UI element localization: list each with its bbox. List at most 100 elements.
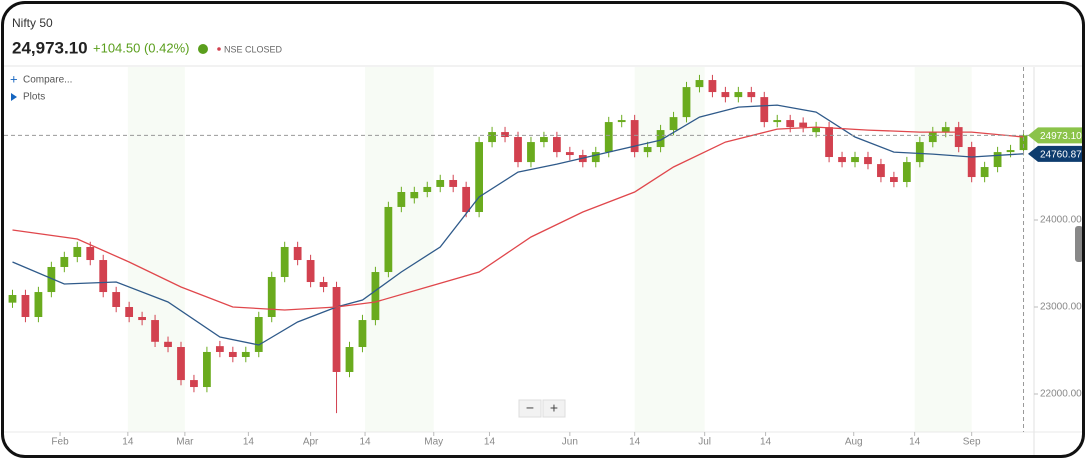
price-tag: [1028, 145, 1082, 162]
x-tick-label: Apr: [303, 437, 319, 448]
x-tick-label: Mar: [176, 437, 194, 448]
y-tick-label: 23000.00: [1040, 302, 1082, 313]
candle-body: [721, 92, 730, 98]
x-tick-label: 14: [243, 437, 255, 448]
candle-body: [371, 272, 380, 321]
moving-average: [12, 104, 1024, 346]
candle-body: [358, 320, 367, 348]
candle-body: [877, 164, 885, 178]
candle-body: [669, 117, 678, 131]
candle-body: [695, 80, 704, 88]
candle-body: [630, 120, 639, 153]
candle-body: [112, 292, 121, 307]
candle-body: [164, 341, 172, 348]
candle-body: [99, 260, 108, 293]
candle-body: [928, 132, 937, 143]
x-tick-label: Aug: [845, 437, 863, 448]
candle-body: [488, 132, 496, 143]
y-tick-label: 24000.00: [1040, 215, 1082, 226]
plots-icon: [11, 93, 17, 101]
candle-body: [501, 132, 509, 138]
candle-body: [565, 152, 574, 156]
plots[interactable]: Plots: [23, 92, 45, 103]
candle-body: [21, 294, 30, 318]
x-tick-label: Feb: [51, 437, 69, 448]
candle-body: [838, 157, 846, 163]
zoom-out-label: −: [526, 400, 534, 416]
candle-body: [864, 157, 872, 165]
candle-body: [34, 292, 43, 318]
candle-body: [941, 127, 950, 133]
status-icon: [198, 44, 208, 54]
candle-body: [967, 147, 976, 178]
candle-body: [125, 306, 134, 318]
candle-body: [734, 92, 743, 98]
candle-body: [86, 246, 95, 261]
candle-body: [851, 157, 859, 163]
candle-body: [190, 380, 198, 388]
candle-body: [332, 286, 341, 372]
candle-body: [980, 167, 989, 178]
x-tick-label: 14: [359, 437, 371, 448]
month-band: [914, 67, 972, 432]
compare-icon: +: [10, 71, 18, 86]
price-tag-label: 24760.87: [1040, 149, 1082, 160]
candle-body: [280, 246, 289, 277]
month-band: [127, 67, 185, 432]
candle-body: [319, 282, 328, 287]
candle-body: [825, 127, 833, 158]
candle-body: [47, 266, 56, 293]
compare[interactable]: Compare...: [23, 75, 72, 86]
x-tick-label: 14: [909, 437, 921, 448]
zoom-out[interactable]: [518, 399, 542, 418]
candle-body: [902, 162, 911, 182]
candle-body: [475, 142, 484, 213]
price: 24,973.10: [12, 38, 88, 57]
candle-body: [552, 137, 561, 153]
candle-body: [708, 80, 717, 93]
candle-body: [384, 206, 393, 273]
candle-body: [514, 137, 522, 163]
x-tick-label: 14: [484, 437, 496, 448]
moving-average: [12, 126, 1024, 311]
candle-body: [812, 127, 821, 133]
candle-body: [60, 256, 69, 267]
x-tick-label: May: [424, 437, 443, 448]
candle-body: [656, 130, 665, 148]
candle-body: [1006, 150, 1015, 153]
x-tick-label: 14: [629, 437, 641, 448]
candle-body: [527, 142, 535, 163]
candle-body: [254, 317, 263, 352]
scroll-handle[interactable]: [1075, 226, 1082, 262]
candle-body: [1019, 135, 1028, 151]
x-tick-label: 14: [122, 437, 134, 448]
market-status: NSE CLOSED: [224, 44, 283, 54]
candle-body: [177, 347, 185, 381]
candle-body: [267, 276, 276, 318]
candle-body: [747, 92, 756, 98]
x-tick-label: 14: [760, 437, 772, 448]
candle-body: [306, 260, 315, 283]
zoom-in-label: +: [550, 400, 558, 416]
candle-body: [682, 87, 691, 118]
month-band: [634, 67, 705, 432]
candle-body: [228, 351, 237, 358]
month-band: [365, 67, 434, 432]
candle-body: [799, 122, 808, 128]
change: +104.50 (0.42%): [93, 40, 189, 55]
candle-body: [760, 97, 769, 123]
candle-body: [8, 294, 17, 303]
y-tick-label: 22000.00: [1040, 389, 1082, 400]
candle-body: [203, 351, 211, 388]
candle-body: [410, 192, 419, 199]
candle-body: [993, 152, 1002, 168]
x-tick-label: Jun: [562, 437, 578, 448]
x-tick-label: Jul: [698, 437, 711, 448]
candle-body: [423, 186, 432, 193]
candle-body: [449, 179, 458, 187]
price-tag: [1028, 127, 1082, 144]
x-tick-label: Sep: [963, 437, 981, 448]
zoom-in[interactable]: [542, 399, 566, 418]
candle-body: [436, 179, 445, 187]
